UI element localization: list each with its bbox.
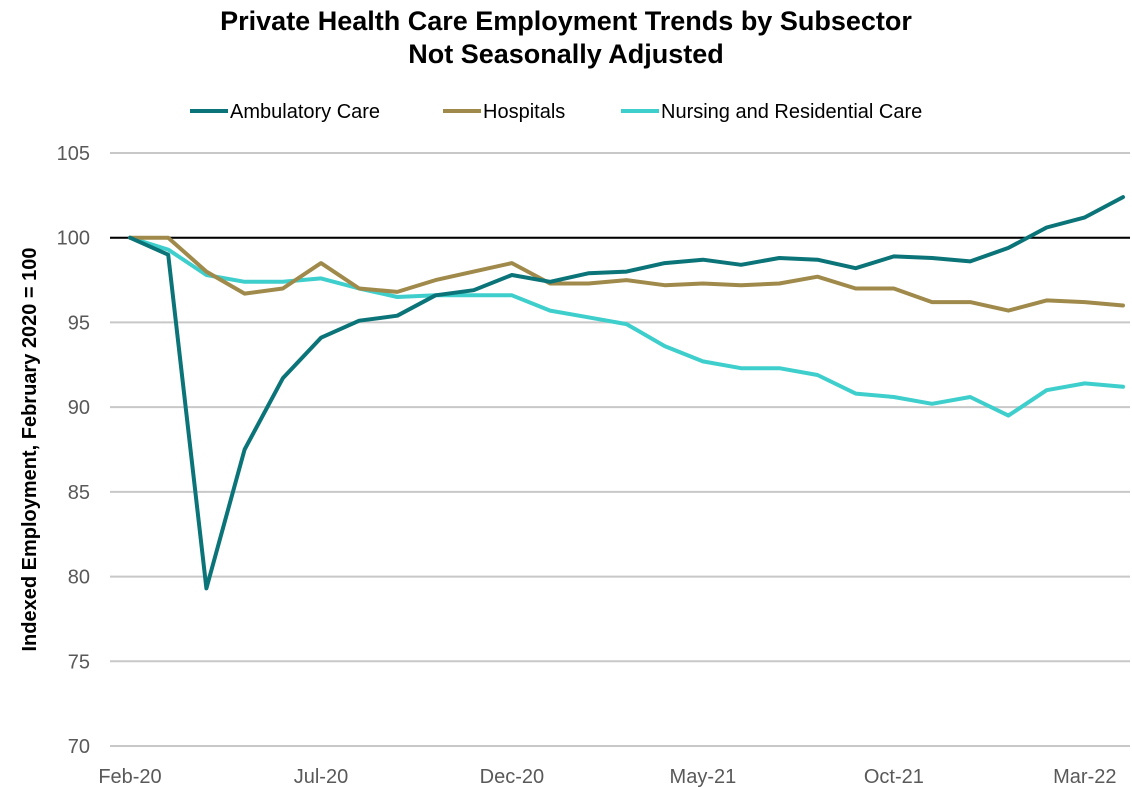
- y-axis-label: Indexed Employment, February 2020 = 100: [19, 247, 41, 651]
- series-line: [128, 235, 1125, 313]
- x-tick-label: Mar-22: [1053, 766, 1116, 787]
- x-tick-label: Feb-20: [98, 766, 161, 787]
- legend-label: Ambulatory Care: [230, 101, 380, 123]
- x-tick-label: Dec-20: [480, 766, 544, 787]
- y-tick-label: 90: [68, 397, 90, 419]
- y-tick-label: 80: [68, 567, 90, 589]
- series-line: [128, 195, 1125, 591]
- chart-subtitle: Not Seasonally Adjusted: [408, 39, 724, 69]
- x-tick-label: May-21: [670, 766, 737, 787]
- legend-label: Nursing and Residential Care: [661, 101, 922, 123]
- y-tick-label: 70: [68, 736, 90, 758]
- x-tick-label: Jul-20: [294, 766, 348, 787]
- y-tick-label: 75: [68, 651, 90, 673]
- x-tick-label: Oct-21: [864, 766, 924, 787]
- y-tick-label: 100: [57, 228, 90, 250]
- chart-title: Private Health Care Employment Trends by…: [220, 6, 912, 36]
- legend-label: Hospitals: [483, 101, 565, 123]
- y-tick-label: 85: [68, 482, 90, 504]
- y-tick-label: 105: [57, 143, 90, 165]
- y-tick-label: 95: [68, 312, 90, 334]
